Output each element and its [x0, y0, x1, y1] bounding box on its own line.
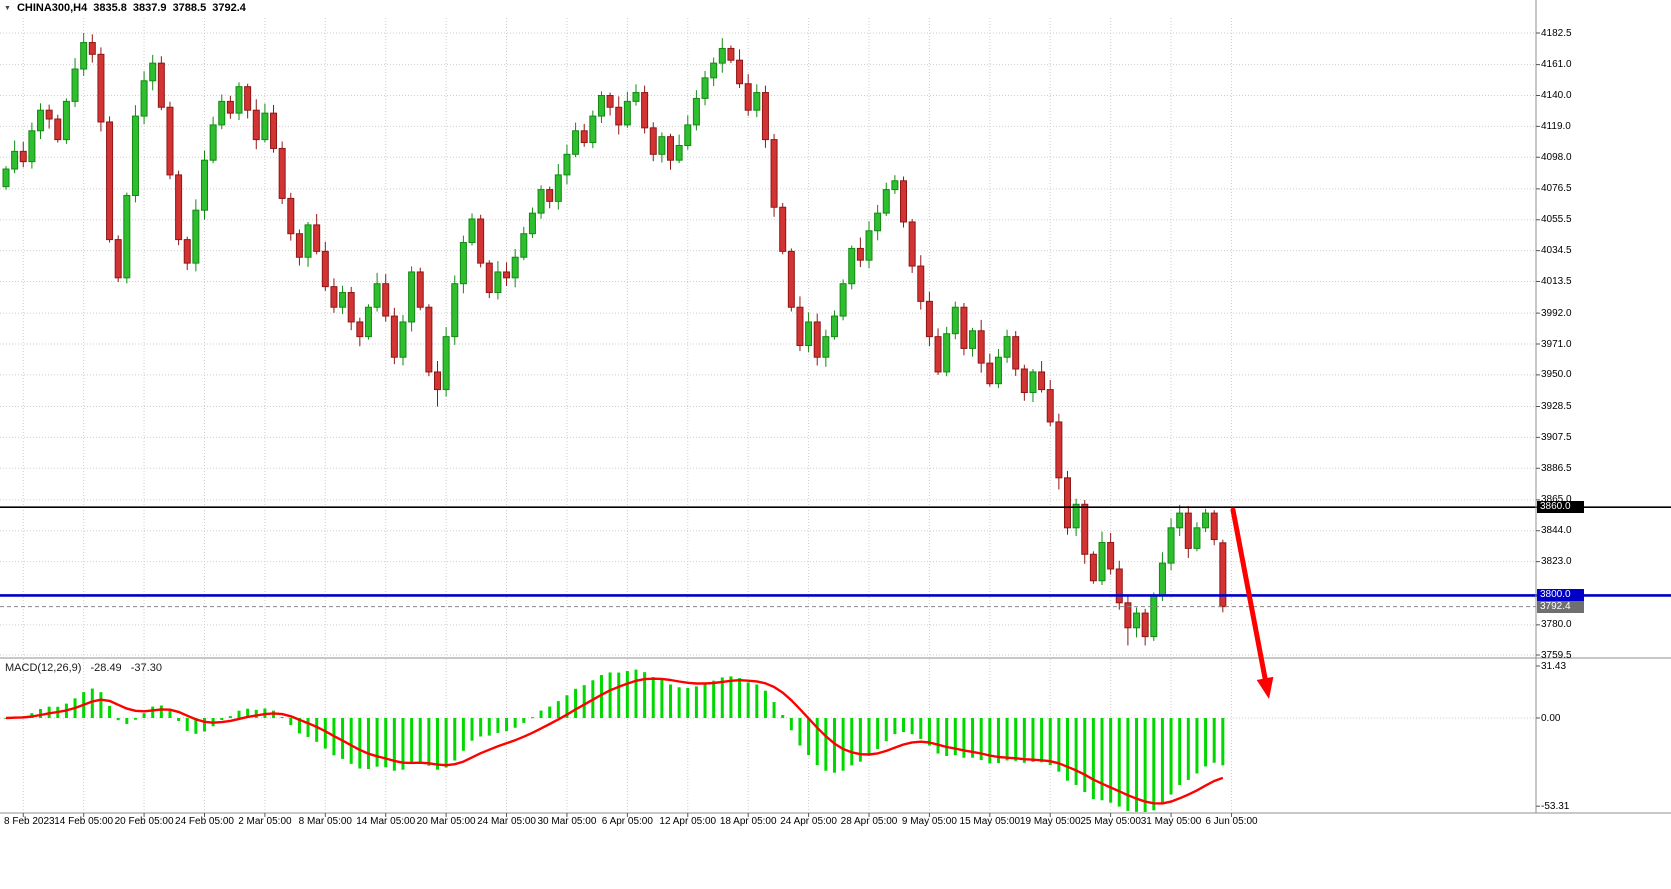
price-tick-label: 3928.5	[1541, 400, 1572, 412]
time-tick-label: 9 May 05:00	[901, 816, 957, 827]
time-tick-label: 15 May 05:00	[959, 816, 1021, 827]
macd-tick-label: 0.00	[1541, 712, 1561, 724]
price-tick-label: 4034.5	[1541, 245, 1572, 257]
time-tick-label: 14 Feb 05:00	[54, 816, 114, 827]
time-tick-label: 30 Mar 05:00	[537, 816, 597, 827]
quote-low: 3788.5	[172, 2, 207, 14]
time-tick-label: 28 Apr 05:00	[840, 816, 898, 827]
macd-tick-label: 31.43	[1541, 660, 1567, 672]
price-tick-label: 4076.5	[1541, 183, 1572, 195]
symbol-period-label: CHINA300,H4	[16, 2, 88, 14]
time-tick-label: 6 Apr 05:00	[601, 816, 653, 827]
price-tick-label: 4161.0	[1541, 59, 1572, 71]
quote-open: 3835.8	[93, 2, 127, 14]
time-tick-label: 20 Feb 05:00	[114, 816, 174, 827]
price-tick-label: 4182.5	[1541, 27, 1572, 39]
price-tick-label: 3907.5	[1541, 431, 1572, 443]
horizontal-lines[interactable]	[0, 506, 1671, 608]
macd-signal-line	[5, 677, 1224, 805]
macd-tick-label: -53.31	[1541, 800, 1570, 812]
macd-name: MACD(12,26,9)	[5, 662, 82, 674]
time-tick-label: 8 Mar 05:00	[298, 816, 352, 827]
price-level-label: 3792.4	[1537, 600, 1584, 613]
price-tick-label: 3886.5	[1541, 462, 1572, 474]
time-tick-label: 18 Apr 05:00	[719, 816, 777, 827]
symbol-dropdown-icon[interactable]: ▼	[4, 4, 11, 12]
price-tick-label: 3759.5	[1541, 649, 1572, 661]
price-level-label: 3800.0	[1537, 589, 1584, 602]
candles-series	[2, 33, 1227, 646]
price-tick-label: 4055.5	[1541, 214, 1572, 226]
price-tick-label: 4098.0	[1541, 151, 1572, 163]
price-tick-label: 3865.0	[1541, 494, 1572, 506]
trend-arrow-annotation[interactable]	[1230, 507, 1274, 699]
time-tick-label: 14 Mar 05:00	[356, 816, 416, 827]
macd-histogram	[4, 669, 1225, 812]
time-tick-label: 24 Feb 05:00	[175, 816, 234, 827]
price-tick-label: 3780.0	[1541, 619, 1572, 631]
price-tick-label: 3823.0	[1541, 556, 1572, 568]
price-tick-label: 4119.0	[1541, 120, 1571, 132]
quote-close: 3792.4	[212, 2, 246, 14]
time-tick-label: 6 Jun 05:00	[1205, 816, 1258, 827]
time-tick-label: 24 Apr 05:00	[780, 816, 837, 827]
quote-info: ▼ CHINA300,H4 3835.8 3837.9 3788.5 3792.…	[4, 2, 246, 14]
price-tick-label: 3971.0	[1541, 338, 1572, 350]
time-tick-label: 20 Mar 05:00	[416, 816, 476, 827]
macd-signal-value: -37.30	[130, 662, 162, 674]
macd-main-value: -28.49	[90, 662, 122, 674]
time-tick-label: 19 May 05:00	[1019, 816, 1081, 827]
price-level-label: 3860.0	[1537, 501, 1584, 514]
time-tick-label: 31 May 05:00	[1140, 816, 1202, 827]
quote-high: 3837.9	[132, 2, 167, 14]
time-tick-label: 12 Apr 05:00	[659, 816, 717, 827]
price-tick-label: 4013.5	[1541, 276, 1572, 287]
time-tick-label: 8 Feb 2023	[4, 816, 55, 827]
price-tick-label: 4140.0	[1541, 89, 1572, 101]
time-tick-label: 25 May 05:00	[1080, 816, 1141, 827]
macd-indicator-label: MACD(12,26,9) -28.49 -37.30	[5, 662, 168, 674]
price-tick-label: 3950.0	[1541, 369, 1572, 381]
price-tick-label: 3992.0	[1541, 307, 1572, 319]
time-tick-label: 2 Mar 05:00	[238, 816, 292, 827]
time-tick-label: 24 Mar 05:00	[477, 816, 536, 827]
price-tick-label: 3844.0	[1541, 525, 1572, 537]
